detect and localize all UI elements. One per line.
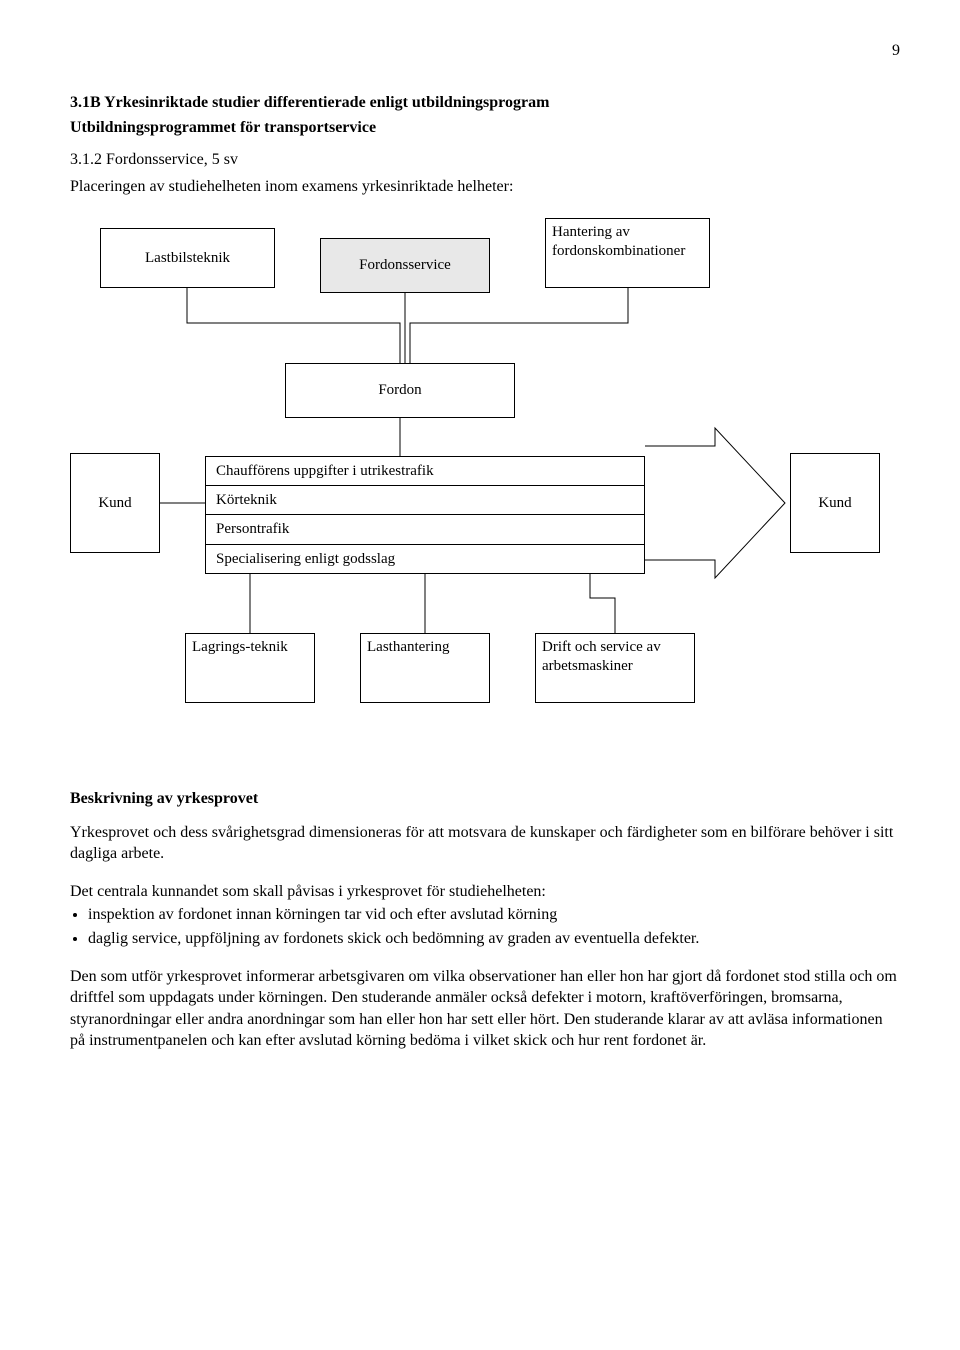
node-kund-left: Kund xyxy=(70,453,160,553)
bullet-item: daglig service, uppföljning av fordonets… xyxy=(88,928,900,950)
description-para-2: Den som utför yrkesprovet informerar arb… xyxy=(70,966,900,1052)
node-label: Fordon xyxy=(378,381,421,400)
node-kund-right: Kund xyxy=(790,453,880,553)
stack-row: Specialisering enligt godsslag xyxy=(206,545,644,573)
node-fordon: Fordon xyxy=(285,363,515,418)
placement-diagram: Lastbilsteknik Fordonsservice Hantering … xyxy=(70,218,890,758)
node-drift-service: Drift och service av arbetsmaskiner xyxy=(535,633,695,703)
node-lagringsteknik: Lagrings-teknik xyxy=(185,633,315,703)
bullet-item: inspektion av fordonet innan körningen t… xyxy=(88,904,900,926)
program-title: Utbildningsprogrammet för transportservi… xyxy=(70,117,900,139)
node-fordonsservice: Fordonsservice xyxy=(320,238,490,293)
node-label: Drift och service av arbetsmaskiner xyxy=(542,638,688,676)
node-label: Lagrings-teknik xyxy=(192,638,288,657)
node-lasthantering: Lasthantering xyxy=(360,633,490,703)
section-heading: 3.1B Yrkesinriktade studier differentier… xyxy=(70,92,900,114)
node-label: Kund xyxy=(98,494,131,513)
description-para-1: Yrkesprovet och dess svårighetsgrad dime… xyxy=(70,822,900,865)
stack-row: Chaufförens uppgifter i utrikestrafik xyxy=(206,457,644,486)
description-heading: Beskrivning av yrkesprovet xyxy=(70,788,900,810)
node-label: Hantering av fordonskombinationer xyxy=(552,223,703,261)
bullet-intro: Det centrala kunnandet som skall påvisas… xyxy=(70,881,900,903)
stack-row: Persontrafik xyxy=(206,515,644,544)
node-hantering: Hantering av fordonskombinationer xyxy=(545,218,710,288)
bullet-list: inspektion av fordonet innan körningen t… xyxy=(88,904,900,949)
node-label: Fordonsservice xyxy=(359,256,451,275)
page-number: 9 xyxy=(70,40,900,62)
node-lastbilsteknik: Lastbilsteknik xyxy=(100,228,275,288)
node-label: Lastbilsteknik xyxy=(145,249,230,268)
node-stack: Chaufförens uppgifter i utrikestrafik Kö… xyxy=(205,456,645,574)
stack-row: Körteknik xyxy=(206,486,644,515)
subsection-title: 3.1.2 Fordonsservice, 5 sv xyxy=(70,149,900,171)
node-label: Kund xyxy=(818,494,851,513)
node-label: Lasthantering xyxy=(367,638,449,657)
placement-text: Placeringen av studiehelheten inom exame… xyxy=(70,176,900,198)
